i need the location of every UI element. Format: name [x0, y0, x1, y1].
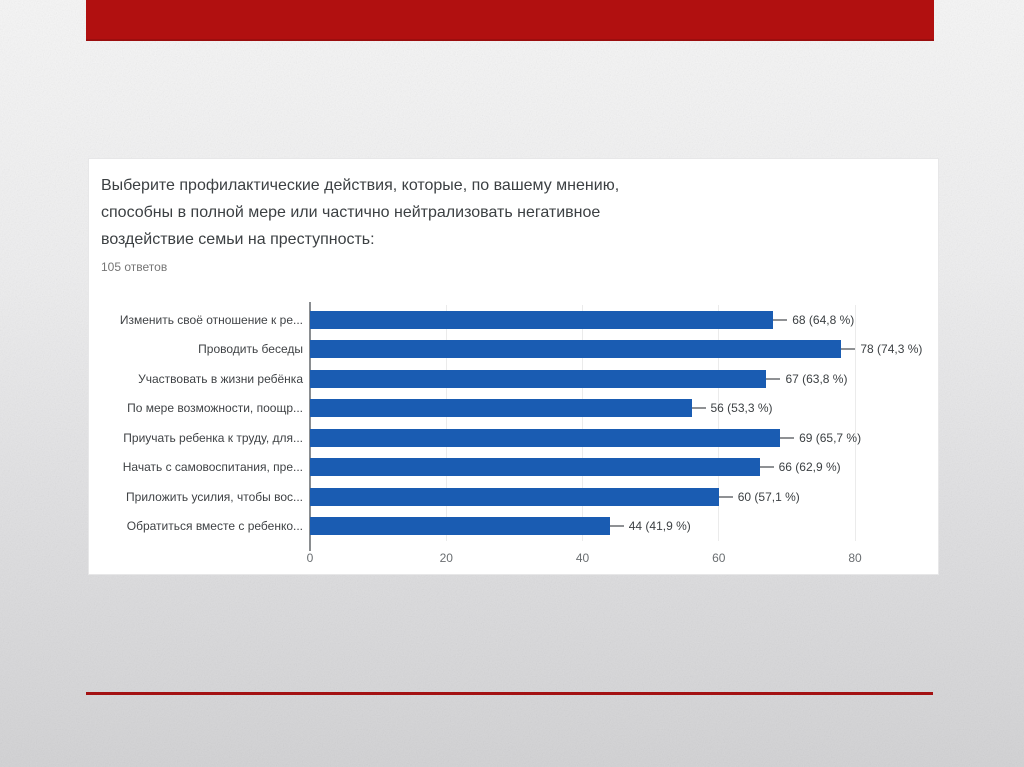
- bar-track: 56 (53,3 %): [310, 399, 938, 418]
- category-label: Изменить своё отношение к ре...: [119, 312, 303, 327]
- bar-track: 60 (57,1 %): [310, 487, 938, 506]
- category-label: Приучать ребенка к труду, для...: [123, 430, 303, 445]
- bottom-accent-line: [86, 692, 933, 695]
- value-leader-line: [780, 436, 795, 439]
- value-leader-line: [691, 407, 706, 410]
- chart-row: Обратиться вместе с ребенко... 44 (41,9 %…: [89, 512, 938, 542]
- chart-title: Выберите профилактические действия, кото…: [101, 172, 908, 253]
- bar: [310, 517, 610, 536]
- value-label: 68 (64,8 %): [792, 312, 855, 327]
- chart-row: Проводить беседы 78 (74,3 %): [89, 335, 938, 365]
- bar: [310, 310, 774, 329]
- value-label: 69 (65,7 %): [799, 430, 862, 445]
- category-label: Обратиться вместе с ребенко...: [126, 519, 303, 534]
- category-label: Участвовать в жизни ребёнка: [138, 371, 303, 386]
- value-leader-line: [759, 466, 774, 469]
- top-accent-bar: [86, 0, 934, 41]
- chart-rows: Изменить своё отношение к ре... 68 (64,8 …: [89, 305, 938, 541]
- chart-row: Приучать ребенка к труду, для... 69 (65,7…: [89, 423, 938, 453]
- value-leader-line: [718, 495, 733, 498]
- bar-track: 66 (62,9 %): [310, 458, 938, 477]
- chart-title-line-2: способны в полной мере или частично нейт…: [101, 204, 601, 221]
- chart-row: По мере возможности, поощр... 56 (53,3 %): [89, 394, 938, 424]
- category-label: Проводить беседы: [198, 342, 303, 357]
- bar: [310, 428, 781, 447]
- bar: [310, 340, 842, 359]
- x-axis-tick-label: 40: [575, 551, 590, 565]
- value-label: 60 (57,1 %): [737, 489, 800, 504]
- category-label: По мере возможности, поощр...: [127, 401, 303, 416]
- bar-track: 44 (41,9 %): [310, 517, 938, 536]
- bar-track: 78 (74,3 %): [310, 340, 938, 359]
- bar-track: 68 (64,8 %): [310, 310, 938, 329]
- value-label: 44 (41,9 %): [628, 519, 691, 534]
- chart-row: Начать с самовоспитания, пре... 66 (62,9 …: [89, 453, 938, 483]
- bar-chart: Изменить своё отношение к ре... 68 (64,8 …: [89, 302, 938, 571]
- x-axis-tick-label: 60: [712, 551, 726, 565]
- bar: [310, 458, 760, 477]
- x-axis-tick-label: 20: [439, 551, 453, 565]
- x-axis-tick-label: 80: [848, 551, 862, 565]
- bar: [310, 369, 767, 388]
- chart-title-line-1: Выберите профилактические действия, кото…: [101, 177, 620, 194]
- bar-track: 69 (65,7 %): [310, 428, 938, 447]
- bar-track: 67 (63,8 %): [310, 369, 938, 388]
- value-leader-line: [841, 348, 856, 351]
- chart-row: Участвовать в жизни ребёнка 67 (63,8 %): [89, 364, 938, 394]
- x-axis: 0 20 40 60 80: [306, 551, 862, 569]
- value-label: 66 (62,9 %): [778, 460, 841, 475]
- chart-row: Изменить своё отношение к ре... 68 (64,8 …: [89, 305, 938, 335]
- value-leader-line: [766, 377, 781, 380]
- chart-card: Выберите профилактические действия, кото…: [88, 158, 939, 575]
- value-label: 67 (63,8 %): [785, 371, 848, 386]
- responses-count: 105 ответов: [101, 260, 168, 274]
- bar: [310, 399, 692, 418]
- value-leader-line: [609, 525, 624, 528]
- value-label: 78 (74,3 %): [860, 342, 923, 357]
- chart-title-line-3: воздействие семьи на преступность:: [101, 231, 375, 248]
- bar: [310, 487, 719, 506]
- value-leader-line: [773, 318, 788, 321]
- chart-row: Приложить усилия, чтобы вос... 60 (57,1 %…: [89, 482, 938, 512]
- category-label: Начать с самовоспитания, пре...: [122, 460, 303, 475]
- category-label: Приложить усилия, чтобы вос...: [126, 489, 303, 504]
- x-axis-tick-label: 0: [306, 551, 314, 565]
- value-label: 56 (53,3 %): [710, 401, 773, 416]
